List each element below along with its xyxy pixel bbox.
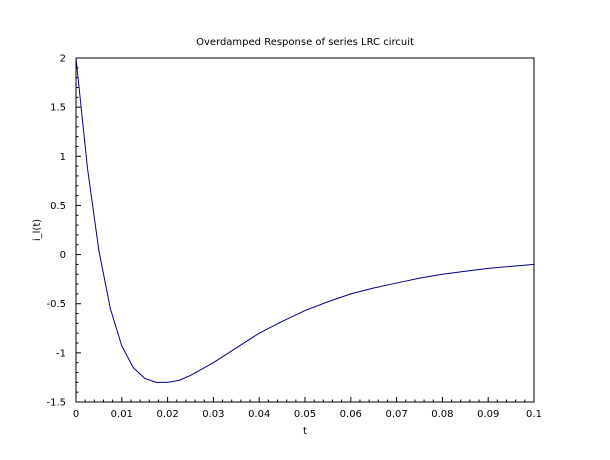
y-tick-label: 0.5 (50, 201, 66, 212)
x-tick-label: 0.1 (526, 409, 542, 420)
series-layer (75, 57, 535, 383)
x-axis-label: t (303, 426, 307, 437)
series-line-0 (75, 57, 535, 383)
y-tick-label: -1.5 (46, 398, 66, 409)
y-tick-label: -0.5 (46, 299, 66, 310)
chart-title: Overdamped Response of series LRC circui… (196, 37, 414, 48)
x-tick-label: 0.07 (385, 409, 407, 420)
y-tick-label: 1.5 (50, 103, 66, 114)
y-tick-label: 1 (60, 152, 66, 163)
x-tick-label: 0.02 (156, 409, 178, 420)
y-axis-label: i_l(t) (32, 219, 43, 241)
x-tick-label: 0.08 (431, 409, 453, 420)
x-axis-ticks: 0 0.01 0.02 0.03 0.04 0.05 0.06 0.07 0.08 0.09 0.1 (73, 397, 542, 420)
y-tick-label: 2 (60, 54, 66, 65)
x-tick-label: 0.05 (294, 409, 316, 420)
y-tick-label: 0 (60, 250, 66, 261)
x-tick-label: 0 (73, 409, 79, 420)
x-tick-label: 0.09 (477, 409, 499, 420)
plot-area-frame (75, 57, 535, 403)
x-tick-label: 0.06 (340, 409, 362, 420)
x-tick-label: 0.04 (248, 409, 270, 420)
y-tick-label: -1 (56, 348, 66, 359)
x-tick-label: 0.03 (202, 409, 224, 420)
x-tick-label: 0.01 (111, 409, 133, 420)
y-axis-ticks: -1.5 -1 -0.5 0 0.5 1 1.5 2 (46, 54, 81, 409)
